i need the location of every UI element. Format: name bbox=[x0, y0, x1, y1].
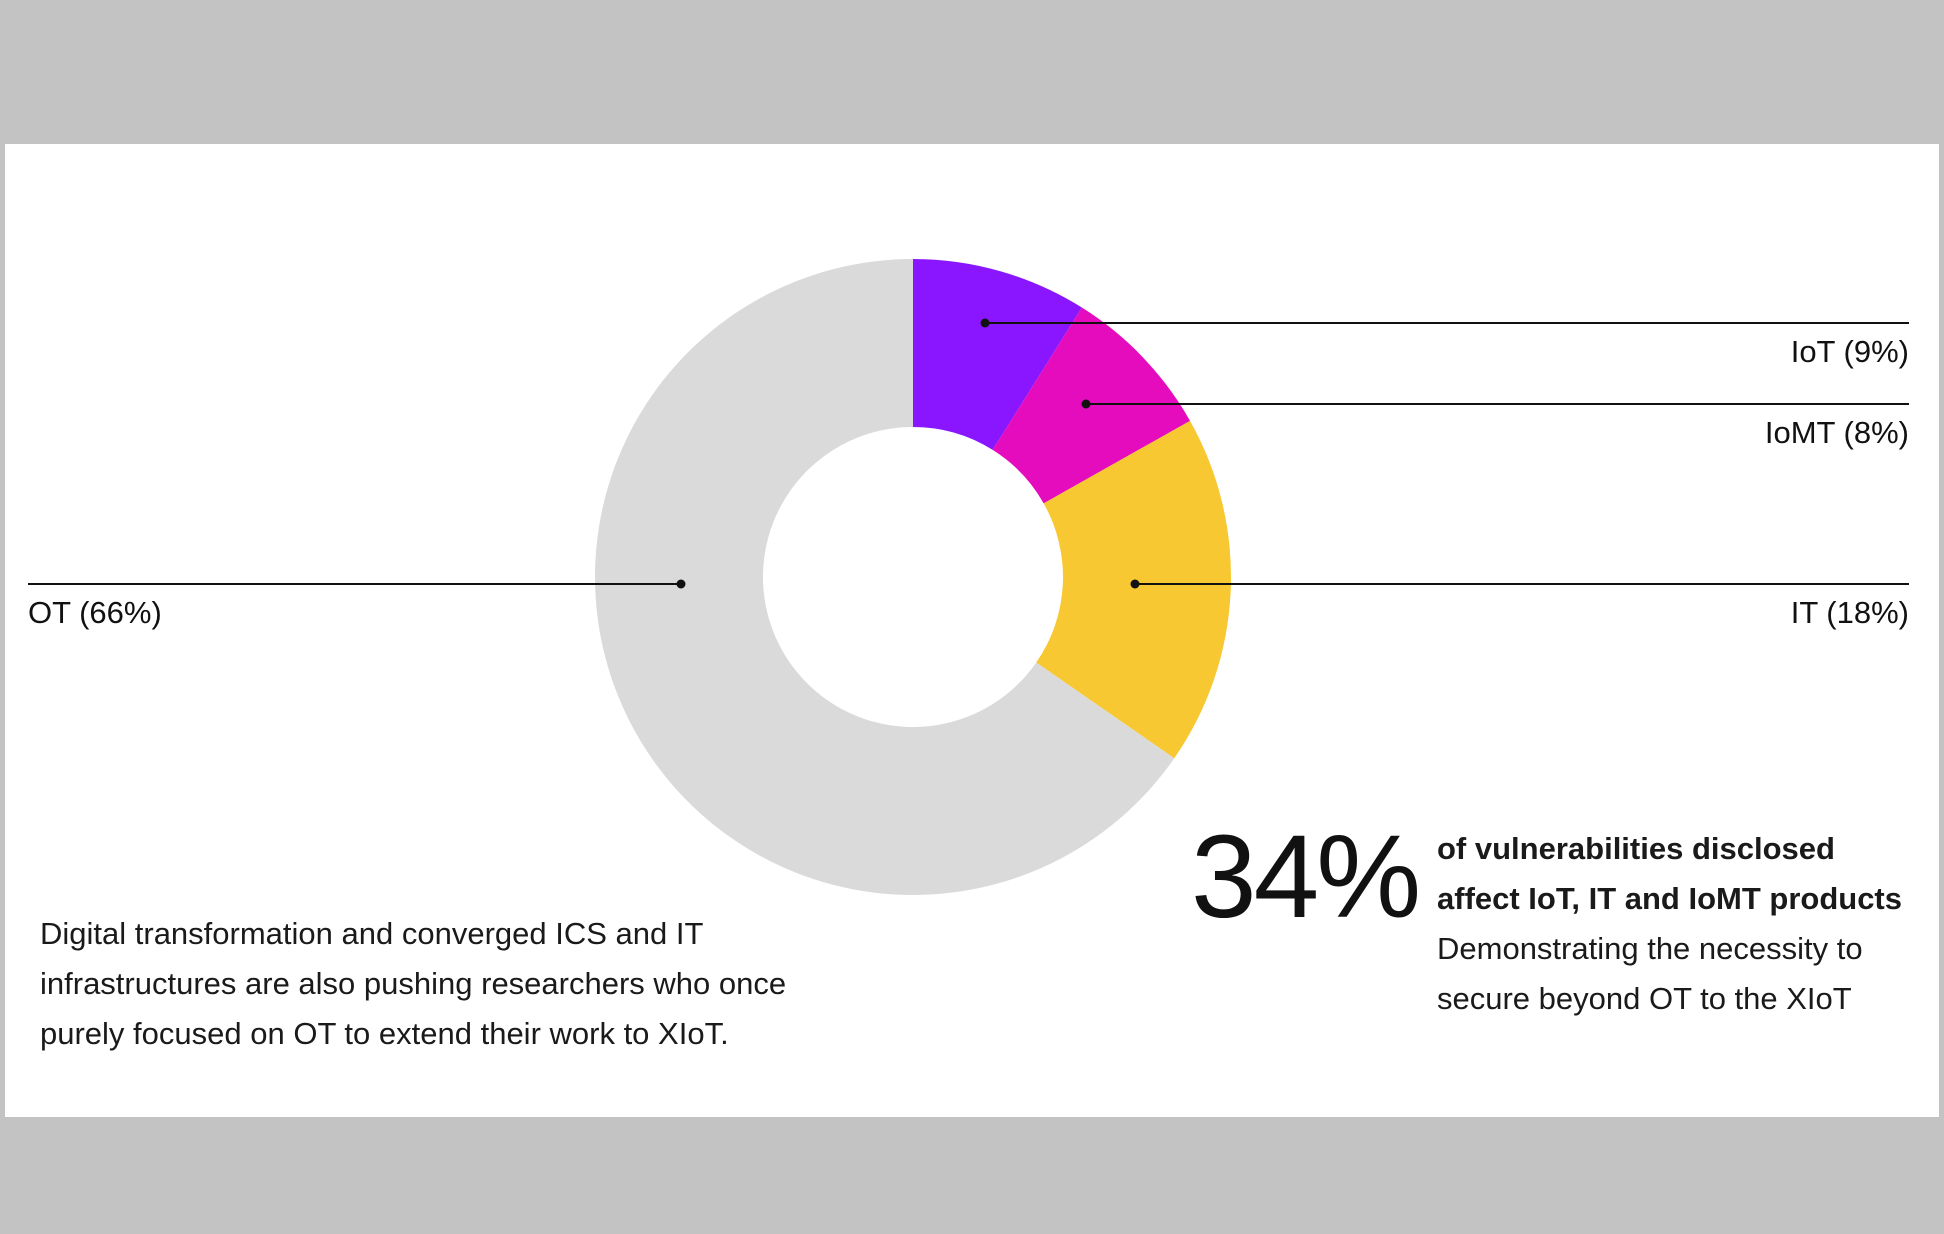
stat-line: secure beyond OT to the XIoT bbox=[1437, 981, 1852, 1016]
leader-ot-dot bbox=[676, 579, 686, 589]
stat-line: Demonstrating the necessity to bbox=[1437, 931, 1863, 966]
leader-it-dot bbox=[1130, 579, 1140, 589]
donut-chart bbox=[28, 259, 1909, 896]
description-text: Digital transformation and converged ICS… bbox=[40, 909, 900, 1059]
leader-iomt-dot bbox=[1081, 399, 1091, 409]
stat-value: 34% bbox=[1191, 811, 1421, 943]
description-line: infrastructures are also pushing researc… bbox=[40, 966, 787, 1001]
stat-bold-line: of vulnerabilities disclosed bbox=[1437, 831, 1835, 866]
description-line: Digital transformation and converged ICS… bbox=[40, 916, 704, 951]
label-iot: IoT (9%) bbox=[1790, 334, 1909, 369]
infographic-card: IoT (9%) IoMT (8%) IT (18%) OT (66%) Dig… bbox=[5, 144, 1939, 1117]
slice-ot bbox=[594, 259, 1175, 896]
leader-iot-dot bbox=[980, 318, 990, 328]
stat-bold-line: affect IoT, IT and IoMT products bbox=[1437, 881, 1902, 916]
stat-text: of vulnerabilities disclosed affect IoT,… bbox=[1437, 824, 1932, 1024]
slice-iomt bbox=[992, 307, 1191, 504]
slice-iot bbox=[913, 259, 1082, 450]
label-iomt: IoMT (8%) bbox=[1764, 415, 1909, 450]
description-line: purely focused on OT to extend their wor… bbox=[40, 1016, 729, 1051]
slice-it bbox=[1036, 420, 1231, 759]
label-ot: OT (66%) bbox=[28, 595, 162, 630]
label-it: IT (18%) bbox=[1790, 595, 1909, 630]
